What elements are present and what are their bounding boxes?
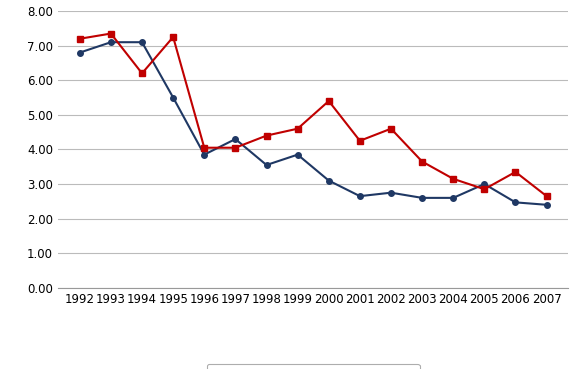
Plumbers — [512, 170, 519, 174]
Plumbers — [139, 71, 146, 76]
Electricians — [170, 95, 177, 100]
Electricians — [543, 203, 550, 207]
Electricians — [139, 40, 146, 44]
Legend: Electricians, Plumbers: Electricians, Plumbers — [206, 364, 420, 369]
Electricians — [263, 163, 270, 167]
Electricians — [232, 137, 239, 141]
Electricians — [481, 182, 488, 186]
Plumbers — [387, 127, 394, 131]
Electricians — [201, 152, 208, 157]
Plumbers — [201, 145, 208, 150]
Electricians — [77, 51, 84, 55]
Plumbers — [419, 159, 426, 164]
Plumbers — [77, 37, 84, 41]
Electricians — [294, 152, 301, 157]
Electricians — [325, 178, 332, 183]
Electricians — [387, 190, 394, 195]
Electricians — [450, 196, 456, 200]
Electricians — [107, 40, 114, 44]
Plumbers — [481, 187, 488, 192]
Plumbers — [356, 139, 363, 143]
Plumbers — [263, 134, 270, 138]
Electricians — [512, 200, 519, 204]
Plumbers — [294, 127, 301, 131]
Plumbers — [232, 145, 239, 150]
Plumbers — [543, 194, 550, 199]
Electricians — [419, 196, 426, 200]
Plumbers — [450, 177, 456, 181]
Plumbers — [107, 31, 114, 36]
Plumbers — [170, 35, 177, 39]
Electricians — [356, 194, 363, 199]
Line: Electricians: Electricians — [77, 39, 549, 208]
Plumbers — [325, 99, 332, 103]
Line: Plumbers: Plumbers — [77, 31, 549, 199]
